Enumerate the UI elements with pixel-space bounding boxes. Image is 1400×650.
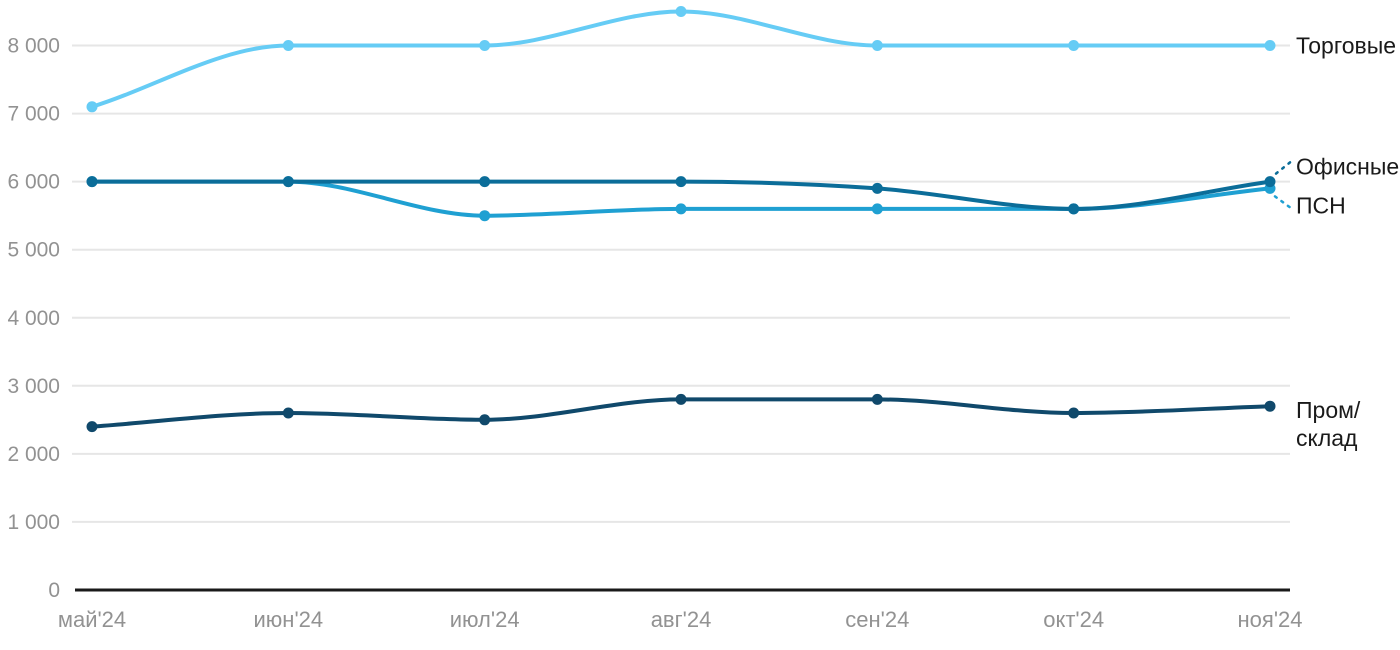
series-point-torgovye-4[interactable] xyxy=(871,40,883,51)
series-point-torgovye-3[interactable] xyxy=(675,6,687,17)
series-point-ofisnye-3[interactable] xyxy=(675,176,687,188)
series-point-prom-sklad-4[interactable] xyxy=(871,393,883,405)
series-label-torgovye: Торговые xyxy=(1296,33,1396,59)
series-point-torgovye-6[interactable] xyxy=(1264,40,1276,51)
y-tick-label-1000: 1 000 xyxy=(7,511,60,534)
series-point-prom-sklad-2[interactable] xyxy=(479,414,491,426)
x-tick-label-3: авг'24 xyxy=(651,607,712,632)
series-point-torgovye-1[interactable] xyxy=(282,40,294,51)
series-label-prom-sklad-line1: Пром/ xyxy=(1296,397,1361,423)
y-tick-label-7000: 7 000 xyxy=(7,103,60,126)
series-point-psn-4[interactable] xyxy=(871,203,883,215)
series-point-prom-sklad-1[interactable] xyxy=(282,407,294,419)
series-point-torgovye-5[interactable] xyxy=(1068,40,1080,51)
series-point-prom-sklad-6[interactable] xyxy=(1264,400,1276,412)
series-point-ofisnye-0[interactable] xyxy=(86,176,98,188)
series-point-torgovye-2[interactable] xyxy=(479,40,491,51)
series-line-torgovye xyxy=(90,9,1272,109)
y-tick-label-0: 0 xyxy=(48,579,60,602)
series-label-psn: ПСН xyxy=(1296,192,1346,218)
series-point-prom-sklad-3[interactable] xyxy=(675,393,687,405)
x-tick-label-4: сен'24 xyxy=(845,607,909,632)
y-tick-label-6000: 6 000 xyxy=(7,171,60,194)
series-point-ofisnye-2[interactable] xyxy=(479,176,491,188)
series-point-ofisnye-6[interactable] xyxy=(1264,176,1276,188)
series-point-ofisnye-4[interactable] xyxy=(871,182,883,194)
leader-line-psn xyxy=(1273,195,1292,209)
y-tick-label-5000: 5 000 xyxy=(7,239,60,262)
series-point-prom-sklad-5[interactable] xyxy=(1068,407,1080,419)
series-label-ofisnye: Офисные xyxy=(1296,154,1399,180)
x-tick-label-0: май'24 xyxy=(58,607,126,632)
y-tick-label-2000: 2 000 xyxy=(7,443,60,466)
series-point-prom-sklad-0[interactable] xyxy=(86,421,98,433)
series-point-psn-2[interactable] xyxy=(479,210,491,222)
series-label-prom-sklad-line2: склад xyxy=(1296,425,1358,451)
x-tick-label-2: июл'24 xyxy=(450,607,520,632)
y-tick-label-4000: 4 000 xyxy=(7,307,60,330)
x-tick-label-5: окт'24 xyxy=(1043,607,1104,632)
series-point-ofisnye-5[interactable] xyxy=(1068,203,1080,215)
x-tick-label-1: июн'24 xyxy=(254,607,324,632)
leader-line-ofisnye xyxy=(1274,160,1293,175)
series-point-torgovye-0[interactable] xyxy=(86,101,98,113)
series-point-psn-3[interactable] xyxy=(675,203,687,215)
y-tick-label-8000: 8 000 xyxy=(7,35,60,58)
series-point-ofisnye-1[interactable] xyxy=(282,176,294,188)
x-tick-label-6: ноя'24 xyxy=(1238,607,1303,632)
y-tick-label-3000: 3 000 xyxy=(7,375,60,398)
